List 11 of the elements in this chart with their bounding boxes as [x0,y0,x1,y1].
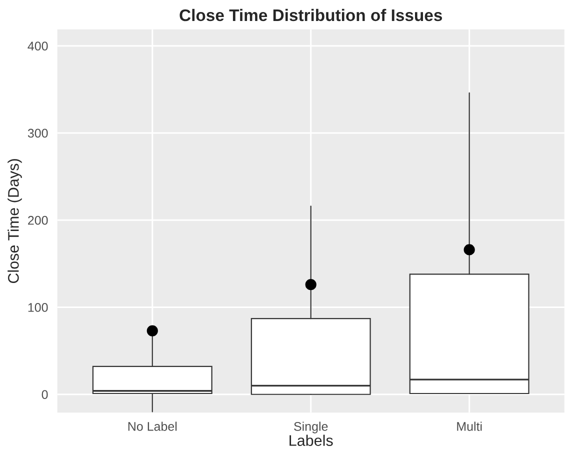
y-tick-label: 300 [28,128,48,138]
y-tick-label: 0 [42,390,48,400]
y-tick-label: 400 [28,42,48,51]
y-tick-label: 200 [28,216,48,225]
chart-title: Close Time Distribution of Issues [180,8,442,22]
x-tick-label: No Label [128,422,177,431]
x-tick-label: Multi [457,422,482,431]
y-tick-label: 100 [28,303,48,312]
x-axis-title: Labels [290,434,333,446]
y-axis-title: Close Time (Days) [8,159,22,284]
x-tick-label: Single [294,422,328,434]
